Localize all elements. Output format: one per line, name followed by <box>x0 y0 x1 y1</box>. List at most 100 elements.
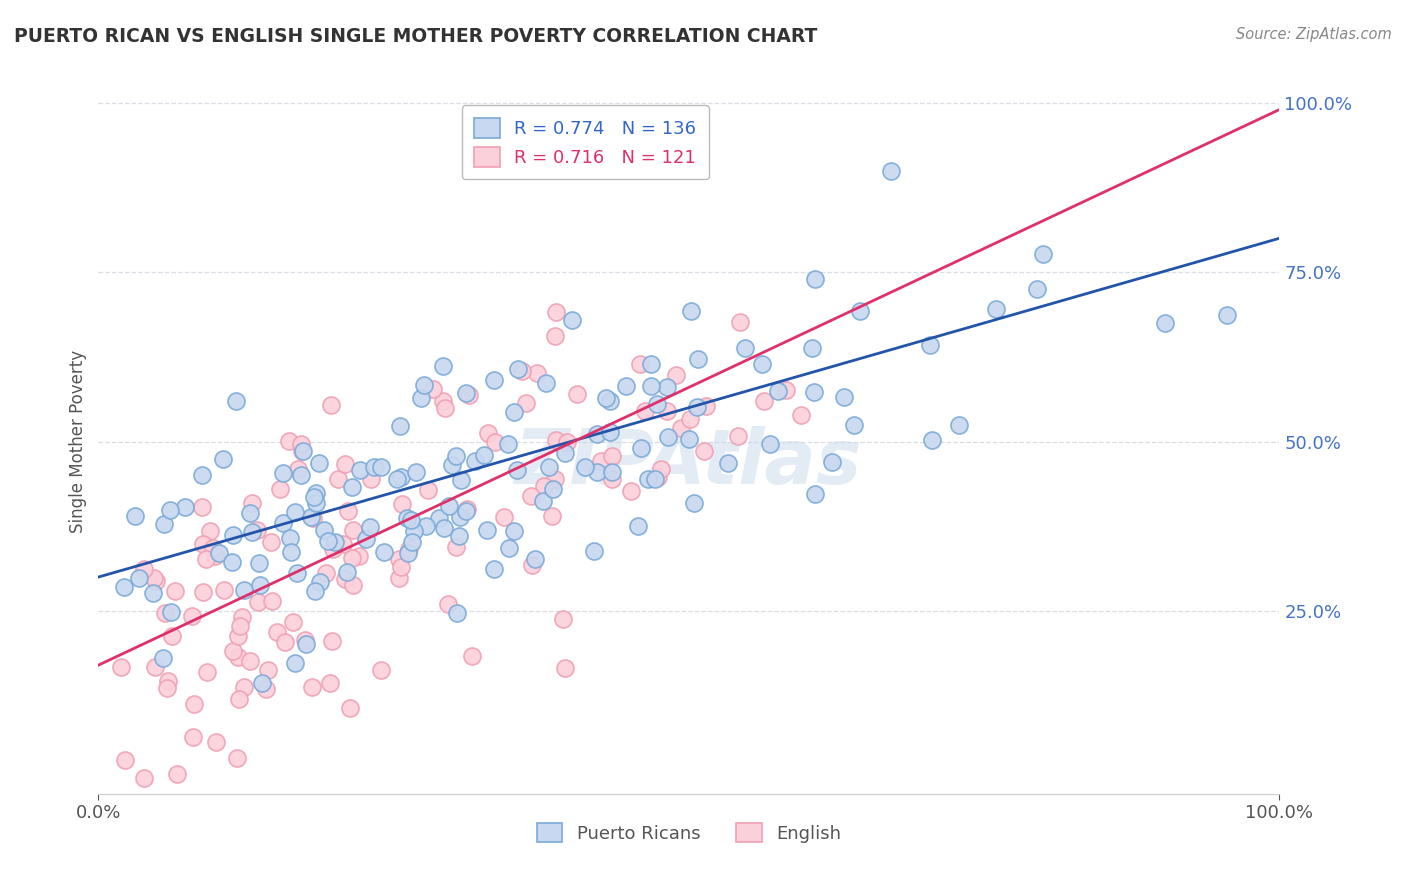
Point <box>522 558 544 572</box>
Point <box>834 390 856 404</box>
Point <box>388 552 411 566</box>
Point <box>515 396 537 410</box>
Point <box>145 660 167 674</box>
Point <box>600 465 623 479</box>
Point <box>319 676 342 690</box>
Point <box>142 586 165 600</box>
Point <box>544 305 567 319</box>
Point <box>600 449 623 463</box>
Point <box>163 583 186 598</box>
Point <box>280 545 302 559</box>
Point <box>800 341 823 355</box>
Point <box>399 513 422 527</box>
Point <box>287 461 309 475</box>
Point <box>337 504 360 518</box>
Point <box>640 357 662 371</box>
Point <box>1032 246 1054 260</box>
Point <box>506 361 529 376</box>
Point <box>246 523 269 537</box>
Point <box>301 510 323 524</box>
Point <box>506 463 529 477</box>
Point <box>315 566 337 580</box>
Point <box>159 503 181 517</box>
Point <box>589 454 612 468</box>
Point <box>232 680 254 694</box>
Point <box>427 511 450 525</box>
Point <box>363 459 385 474</box>
Point <box>271 466 294 480</box>
Point <box>416 483 439 497</box>
Point <box>574 459 596 474</box>
Point <box>240 496 263 510</box>
Point <box>477 426 499 441</box>
Point <box>541 509 564 524</box>
Point <box>401 535 423 549</box>
Point <box>349 463 371 477</box>
Point <box>496 436 519 450</box>
Point <box>555 435 578 450</box>
Point <box>204 549 226 563</box>
Point <box>582 543 605 558</box>
Point <box>728 315 751 329</box>
Point <box>544 329 567 343</box>
Point <box>157 674 180 689</box>
Point <box>304 496 326 510</box>
Point <box>291 444 314 458</box>
Point <box>387 472 409 486</box>
Point <box>693 443 716 458</box>
Point <box>340 550 363 565</box>
Point <box>159 605 181 619</box>
Point <box>531 494 554 508</box>
Point <box>195 552 218 566</box>
Point <box>669 421 692 435</box>
Point <box>292 443 315 458</box>
Point <box>342 524 364 538</box>
Point <box>440 458 463 472</box>
Point <box>277 434 299 449</box>
Point <box>391 497 413 511</box>
Point <box>620 483 643 498</box>
Point <box>229 619 252 633</box>
Point <box>360 471 382 485</box>
Point <box>198 524 221 538</box>
Point <box>630 441 652 455</box>
Point <box>657 430 679 444</box>
Point <box>333 457 356 471</box>
Point <box>247 556 270 570</box>
Point <box>1216 308 1239 322</box>
Point <box>388 418 411 433</box>
Point <box>321 634 343 648</box>
Point <box>181 730 204 744</box>
Point <box>193 537 215 551</box>
Point <box>821 455 844 469</box>
Point <box>803 384 825 399</box>
Point <box>290 468 312 483</box>
Point <box>405 465 427 479</box>
Point <box>342 578 364 592</box>
Point <box>472 448 495 462</box>
Point <box>628 357 651 371</box>
Point <box>432 359 454 373</box>
Point <box>112 580 135 594</box>
Point <box>319 398 342 412</box>
Point <box>686 401 709 415</box>
Point <box>240 524 263 539</box>
Point <box>644 472 666 486</box>
Point <box>318 533 340 548</box>
Point <box>299 510 322 524</box>
Point <box>538 460 561 475</box>
Point <box>249 578 271 592</box>
Point <box>458 388 481 402</box>
Point <box>232 582 254 597</box>
Point <box>688 351 710 366</box>
Point <box>305 486 328 500</box>
Point <box>503 524 526 539</box>
Point <box>494 510 516 524</box>
Point <box>561 313 583 327</box>
Point <box>284 657 307 671</box>
Point <box>173 500 195 515</box>
Point <box>349 549 371 563</box>
Point <box>278 531 301 545</box>
Text: Source: ZipAtlas.com: Source: ZipAtlas.com <box>1236 27 1392 42</box>
Point <box>354 532 377 546</box>
